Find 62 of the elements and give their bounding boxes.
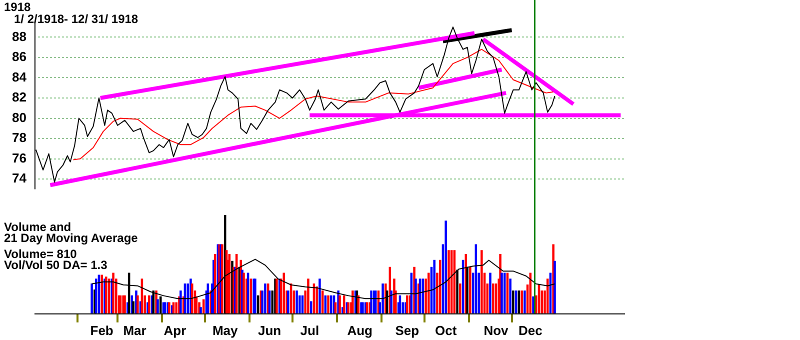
x-tick-label: Sep (395, 322, 420, 338)
bar (318, 278, 321, 314)
bar (327, 295, 330, 314)
bar (112, 272, 114, 314)
bar (469, 266, 472, 314)
annotation: Volume= 810 (4, 247, 77, 261)
bar (444, 220, 447, 314)
x-tick-label: May (212, 322, 239, 338)
bar (352, 290, 354, 314)
bar (406, 295, 408, 314)
bar (524, 290, 526, 314)
y-tick-label: 82 (12, 90, 26, 105)
bar (100, 274, 103, 314)
y-tick-label: 78 (12, 130, 26, 146)
bar (136, 295, 139, 314)
chart-title: 1918 (4, 0, 31, 14)
bar (282, 272, 285, 314)
bar (90, 284, 93, 314)
bar (264, 284, 266, 314)
bar (500, 272, 503, 314)
y-tick-label: 88 (12, 28, 26, 44)
bar (338, 295, 341, 314)
bar (156, 299, 159, 314)
x-tick-label: Mar (123, 322, 146, 338)
x-tick-label: Apr (164, 322, 186, 338)
x-tick-label: Aug (347, 322, 373, 338)
bar (428, 272, 430, 314)
x-tick-label: Dec (518, 322, 542, 338)
y-tick-label: 86 (12, 49, 26, 64)
x-tick-label: Feb (90, 322, 114, 338)
bar (382, 284, 384, 314)
bar (448, 250, 450, 314)
bar (148, 295, 150, 314)
bar (433, 260, 436, 314)
bar (520, 290, 523, 314)
bar (370, 290, 372, 314)
y-tick-label: 74 (12, 170, 28, 186)
bar (307, 278, 310, 314)
bar (489, 272, 492, 314)
bar (296, 290, 298, 314)
bar (414, 278, 417, 314)
bar (330, 295, 332, 314)
bar (492, 284, 494, 314)
text: Volume and 21 Day Moving Average (4, 220, 138, 245)
annotation: Vol/Vol 50 DA= 1.3 (4, 258, 108, 272)
y-tick-label: 80 (12, 110, 26, 125)
x-tick-label: Jul (300, 322, 320, 338)
bar (509, 278, 512, 314)
bar (180, 290, 182, 314)
y-tick-label: 76 (12, 150, 26, 166)
bar (316, 286, 318, 314)
bar (200, 307, 202, 314)
bar (191, 284, 194, 314)
x-tick-label: Nov (484, 322, 510, 338)
bar (459, 284, 462, 314)
x-tick-label: Oct (434, 322, 458, 338)
bar (390, 290, 392, 314)
x-tick-label: Jun (258, 322, 282, 338)
chart-subtitle: 1/ 2/1918- 12/ 31/ 1918 (14, 12, 138, 26)
y-tick-label: 84 (12, 69, 28, 84)
bar (480, 250, 483, 314)
bar (554, 260, 556, 314)
